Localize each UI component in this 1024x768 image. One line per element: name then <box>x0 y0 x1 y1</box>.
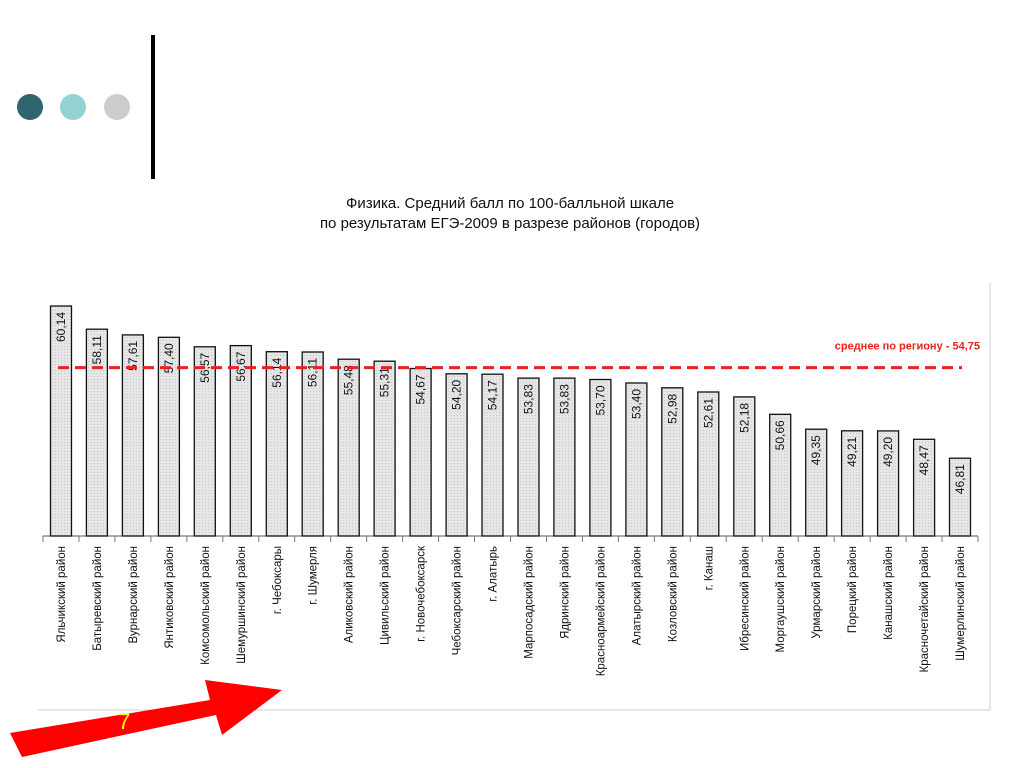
bar-value-label: 56,67 <box>234 351 248 381</box>
bar-value-label: 49,35 <box>809 435 823 465</box>
x-tick-label: Комсомольский район <box>200 546 212 665</box>
bar-value-label: 54,17 <box>486 380 500 410</box>
bar-value-label: 57,61 <box>126 341 140 371</box>
x-tick-label: Алатырский район <box>631 546 643 645</box>
bar-value-label: 52,18 <box>737 403 751 433</box>
bar-value-label: 49,21 <box>845 436 859 466</box>
x-tick-label: Моргаушский район <box>775 546 787 652</box>
x-tick-label: Аликовский район <box>344 546 356 643</box>
bar <box>121 334 145 537</box>
bar-value-label: 56,11 <box>306 358 320 387</box>
x-tick-label: Шемуршинский район <box>236 546 248 664</box>
bar-value-label: 46,81 <box>953 464 967 494</box>
bar <box>49 305 73 537</box>
decor-dot-teal <box>60 94 86 120</box>
x-tick-label: г. Новочебоксарск <box>416 545 428 642</box>
bar <box>769 413 792 537</box>
bar <box>337 358 360 537</box>
bar <box>697 391 720 537</box>
bar <box>229 344 252 537</box>
x-tick-label: Яльчикский район <box>56 546 68 643</box>
bar-value-label: 53,40 <box>629 389 643 419</box>
bar <box>805 428 828 537</box>
x-tick-label: Янтиковский район <box>164 546 176 649</box>
bar <box>373 360 396 537</box>
bar-value-label: 49,20 <box>881 437 895 467</box>
decor-dot-dark <box>17 94 43 120</box>
x-tick-label: г. Алатырь <box>488 546 500 602</box>
bar-value-label: 58,11 <box>90 335 104 364</box>
bar <box>876 430 900 537</box>
bar-value-label: 53,83 <box>557 384 571 414</box>
x-tick-label: г. Шумерля <box>308 546 320 605</box>
x-tick-label: Шумерлинский район <box>955 546 967 661</box>
chart-title-line-2: по результатам ЕГЭ-2009 в разрезе районо… <box>319 215 701 232</box>
bar <box>265 351 288 537</box>
x-tick-label: Урмарский район <box>811 546 823 639</box>
bar <box>193 346 216 537</box>
x-tick-label: Ибресинский район <box>739 546 751 651</box>
bar-value-label: 55,31 <box>378 367 392 397</box>
x-tick-label: Марпосадский район <box>524 546 536 659</box>
bar-value-label: 50,66 <box>773 420 787 450</box>
chart-title: Физика. Средний балл по 100-балльной шка… <box>200 194 820 234</box>
bar-value-label: 54,67 <box>414 374 428 404</box>
bar-value-label: 55,48 <box>342 365 356 395</box>
x-tick-label: Ядринский район <box>559 546 571 639</box>
bar <box>912 438 936 537</box>
bar <box>625 382 648 537</box>
reference-line-label: среднее по региону - 54,75 <box>835 341 980 353</box>
x-tick-label: Батыревский район <box>92 546 104 651</box>
page-number: 7 <box>118 709 131 734</box>
x-tick-label: г. Канаш <box>703 546 715 590</box>
x-tick-label: Красночетайский район <box>919 546 931 672</box>
bar <box>948 457 972 537</box>
bar-value-label: 52,61 <box>701 398 715 428</box>
x-tick-label: Канашский район <box>883 546 895 640</box>
bar <box>157 336 181 537</box>
bar-value-label: 56,14 <box>270 357 284 387</box>
bar <box>661 387 684 537</box>
bar-value-label: 48,47 <box>917 445 931 475</box>
bar <box>481 373 504 537</box>
x-tick-label: Красноармейский район <box>595 546 607 676</box>
bar <box>553 377 576 537</box>
x-tick-label: Вурнарский район <box>128 546 140 644</box>
bar-value-label: 57,40 <box>162 343 176 373</box>
x-tick-label: Цивильский район <box>380 546 392 645</box>
bar <box>445 373 468 537</box>
bar <box>733 396 756 537</box>
bar <box>589 378 612 537</box>
bar <box>85 328 109 537</box>
bar-value-label: 53,83 <box>522 384 536 414</box>
chart-title-line-1: Физика. Средний балл по 100-балльной шка… <box>345 195 675 212</box>
bar-value-label: 52,98 <box>665 393 679 423</box>
bar-value-label: 54,20 <box>450 379 464 409</box>
bar <box>517 377 540 537</box>
bar <box>840 430 864 537</box>
x-tick-label: Козловский район <box>667 546 679 642</box>
x-tick-label: Чебоксарский район <box>452 546 464 655</box>
decor-vertical-line <box>151 35 155 179</box>
x-tick-label: Порецкий район <box>847 546 859 633</box>
x-tick-label: г. Чебоксары <box>272 546 284 614</box>
bar <box>301 351 324 537</box>
bar-value-label: 60,14 <box>54 312 68 342</box>
decor-dot-gray <box>104 94 130 120</box>
bar-value-label: 53,70 <box>593 385 607 415</box>
